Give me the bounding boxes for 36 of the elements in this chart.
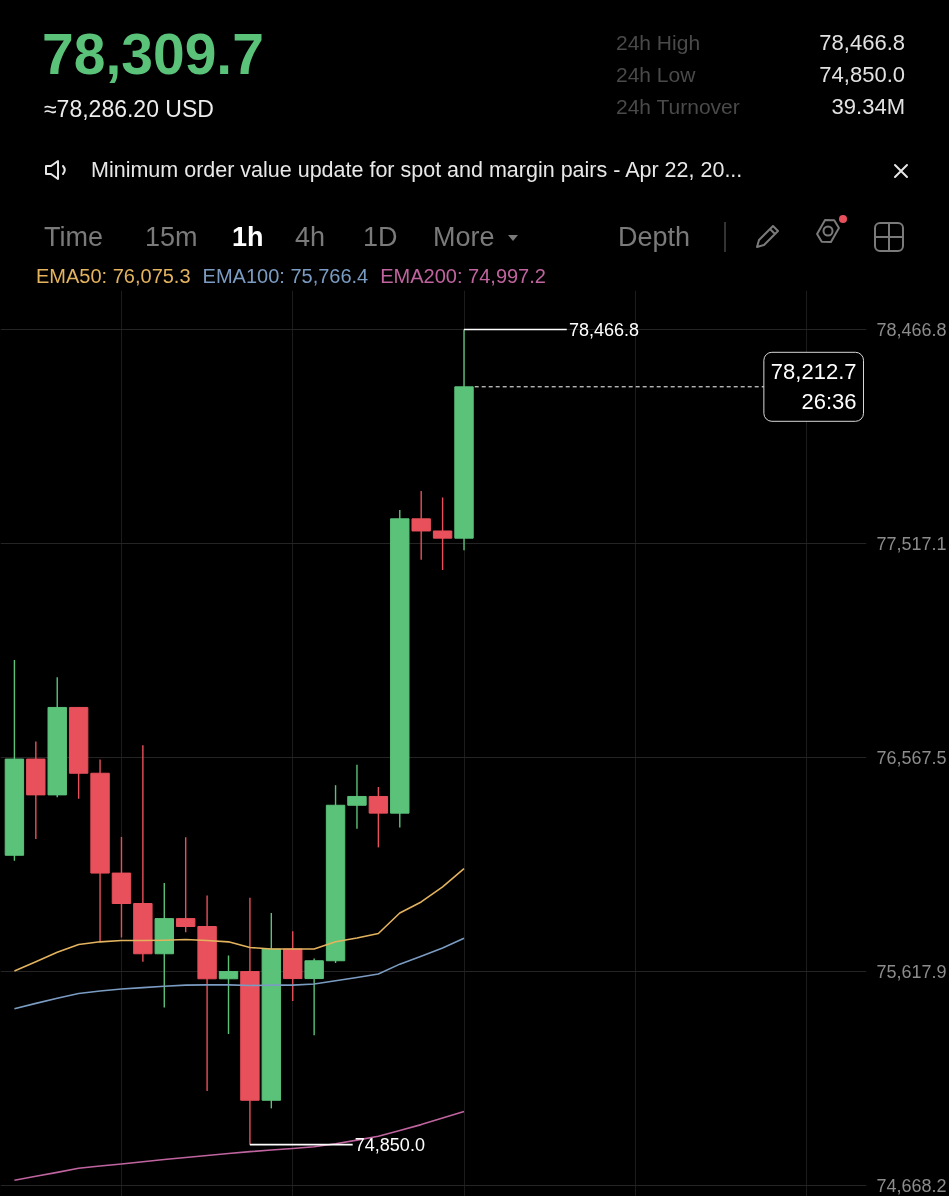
text: 1D — [363, 221, 398, 254]
text: EMA100: 75,766.4 — [202, 265, 369, 287]
y-tick-label: 74,668.2 — [876, 1176, 947, 1197]
text: Time — [44, 221, 103, 254]
candlestick — [411, 490, 431, 561]
candlestick — [347, 763, 367, 830]
text: Minimum order value update for spot and margin pairs - Apr 22, 20... — [91, 157, 743, 183]
text: 78,466.8 — [568, 320, 639, 341]
text: More — [433, 221, 495, 254]
chart-subtitle: ≈78,286.20 USD — [44, 95, 214, 123]
y-tick-label: 76,567.5 — [876, 748, 947, 769]
chart-title: 78,309.7 — [42, 22, 264, 86]
text: 74,850.0 — [819, 61, 905, 89]
text: 4h — [295, 221, 326, 254]
candlestick — [432, 496, 453, 571]
candlestick — [304, 957, 324, 1036]
line-series — [13, 937, 465, 1010]
text: EMA50: 76,075.3 — [36, 265, 191, 287]
text: 39.34M — [831, 93, 905, 121]
annotation: 74,850.0 — [354, 1135, 425, 1156]
y-tick-label: 75,617.9 — [876, 962, 947, 983]
line-series — [13, 1110, 465, 1182]
text: 24h Turnover — [616, 94, 740, 120]
candlestick — [368, 786, 389, 849]
line-series — [13, 867, 465, 972]
text: 24h Low — [616, 62, 696, 88]
ref-line-label: 78,212.7 26:36 — [770, 359, 857, 415]
text: 78,466.8 — [819, 29, 905, 57]
text: 1h — [232, 221, 264, 254]
candlestick — [218, 954, 239, 1035]
text: EMA200: 74,997.2 — [380, 265, 546, 287]
text: 24h High — [616, 30, 701, 56]
y-tick-label: 77,517.1 — [876, 534, 947, 555]
text: 15m — [145, 221, 198, 254]
text: Depth — [618, 221, 691, 254]
y-tick-label: 78,466.8 — [876, 320, 947, 341]
